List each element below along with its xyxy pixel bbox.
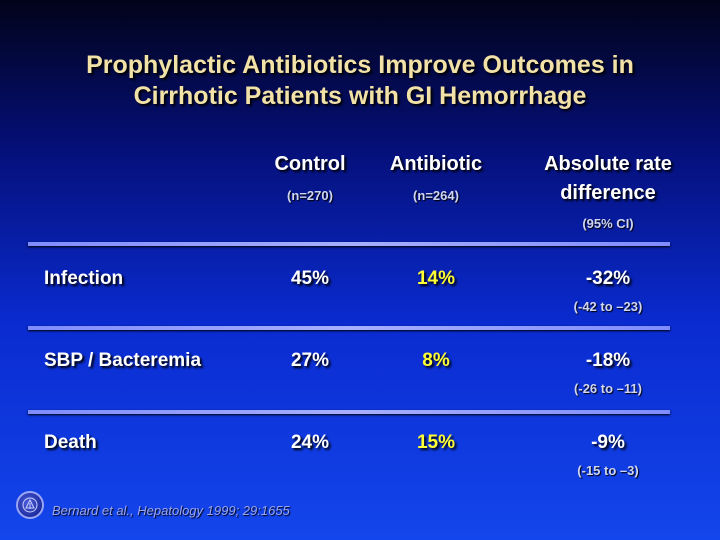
slide-title: Prophylactic Antibiotics Improve Outcome… (20, 50, 700, 112)
row-death-difference: -9% (591, 432, 625, 453)
header-difference-line-2: difference (560, 182, 656, 204)
header-control: Control (274, 153, 346, 175)
row-label-death: Death (44, 432, 97, 453)
row-label-infection: Infection (44, 268, 124, 289)
row-sbp-control: 27% (290, 350, 330, 371)
row-sbp-antibiotic: 8% (422, 350, 450, 371)
citation: Bernard et al., Hepatology 1999; 29:1655 (52, 503, 290, 518)
row-label-sbp-bacteremia: SBP / Bacteremia (44, 350, 202, 371)
organization-seal-icon (16, 491, 44, 519)
row-divider-2 (28, 410, 670, 414)
header-antibiotic-n: (n=264) (413, 188, 459, 203)
header-control-n: (n=270) (287, 188, 333, 203)
title-line-2: Cirrhotic Patients with GI Hemorrhage (133, 82, 587, 110)
row-death-control: 24% (290, 432, 330, 453)
row-infection-difference: -32% (585, 268, 631, 289)
header-ci-label: (95% CI) (582, 216, 634, 231)
row-death-ci: (-15 to –3) (577, 463, 639, 478)
title-line-1: Prophylactic Antibiotics Improve Outcome… (86, 51, 634, 79)
row-sbp-difference: -18% (585, 350, 631, 371)
header-antibiotic: Antibiotic (389, 153, 483, 175)
row-divider-1 (28, 326, 670, 330)
row-infection-antibiotic: 14% (416, 268, 456, 289)
row-sbp-ci: (-26 to –11) (574, 381, 642, 396)
row-death-antibiotic: 15% (416, 432, 456, 453)
header-difference-line-1: Absolute rate (544, 153, 672, 175)
row-infection-control: 45% (290, 268, 330, 289)
header-divider (28, 242, 670, 246)
row-infection-ci: (-42 to –23) (573, 299, 643, 314)
